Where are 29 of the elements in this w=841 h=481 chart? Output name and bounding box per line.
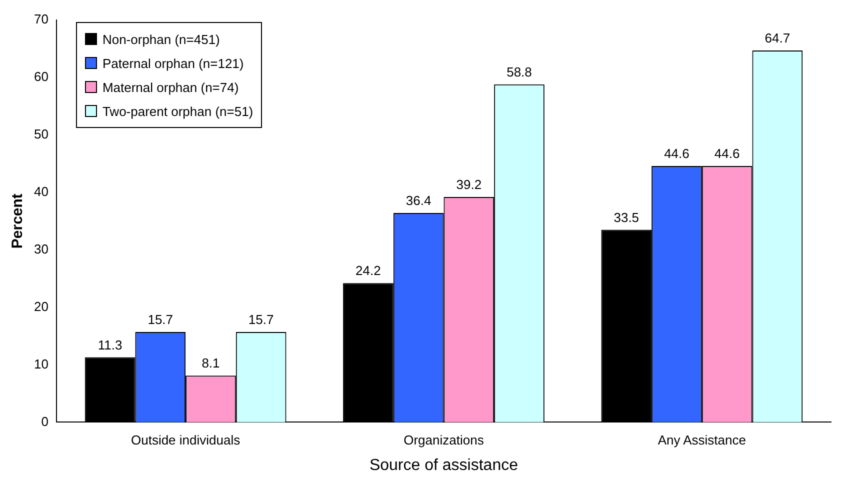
y-tick-label: 20 — [34, 298, 48, 314]
data-label: 64.7 — [764, 30, 790, 46]
legend-label: Paternal orphan (n=121) — [102, 56, 244, 70]
data-label: 15.7 — [148, 312, 174, 328]
y-tick-label: 40 — [34, 184, 48, 199]
x-tick-label: Any Assistance — [658, 432, 746, 448]
y-tick-label: 0 — [41, 414, 48, 429]
data-label: 58.8 — [506, 64, 532, 80]
data-label: 44.6 — [664, 146, 690, 162]
legend-label: Two-parent orphan (n=51) — [102, 104, 254, 118]
y-tick-label: 30 — [34, 241, 48, 256]
y-tick-label: 60 — [34, 69, 48, 84]
x-tick-label: Outside individuals — [130, 432, 241, 448]
data-label: 39.2 — [456, 177, 482, 192]
x-tick-label: Organizations — [404, 432, 484, 448]
data-label: 8.1 — [202, 356, 220, 371]
data-label: 36.4 — [406, 193, 432, 208]
data-label: 44.6 — [714, 146, 740, 162]
legend-label: Non-orphan (n=451) — [102, 32, 220, 46]
data-label: 11.3 — [98, 337, 122, 352]
legend-label: Maternal orphan (n=74) — [102, 80, 239, 94]
y-tick-label: 10 — [34, 356, 48, 372]
x-axis-title: Source of assistance — [369, 456, 518, 474]
data-label: 15.7 — [248, 312, 274, 328]
y-tick-label: 50 — [34, 126, 48, 142]
y-axis-title: Percent — [9, 194, 26, 249]
data-label: 33.5 — [614, 210, 640, 225]
y-tick-label: 70 — [34, 12, 48, 27]
data-label: 24.2 — [356, 263, 381, 278]
